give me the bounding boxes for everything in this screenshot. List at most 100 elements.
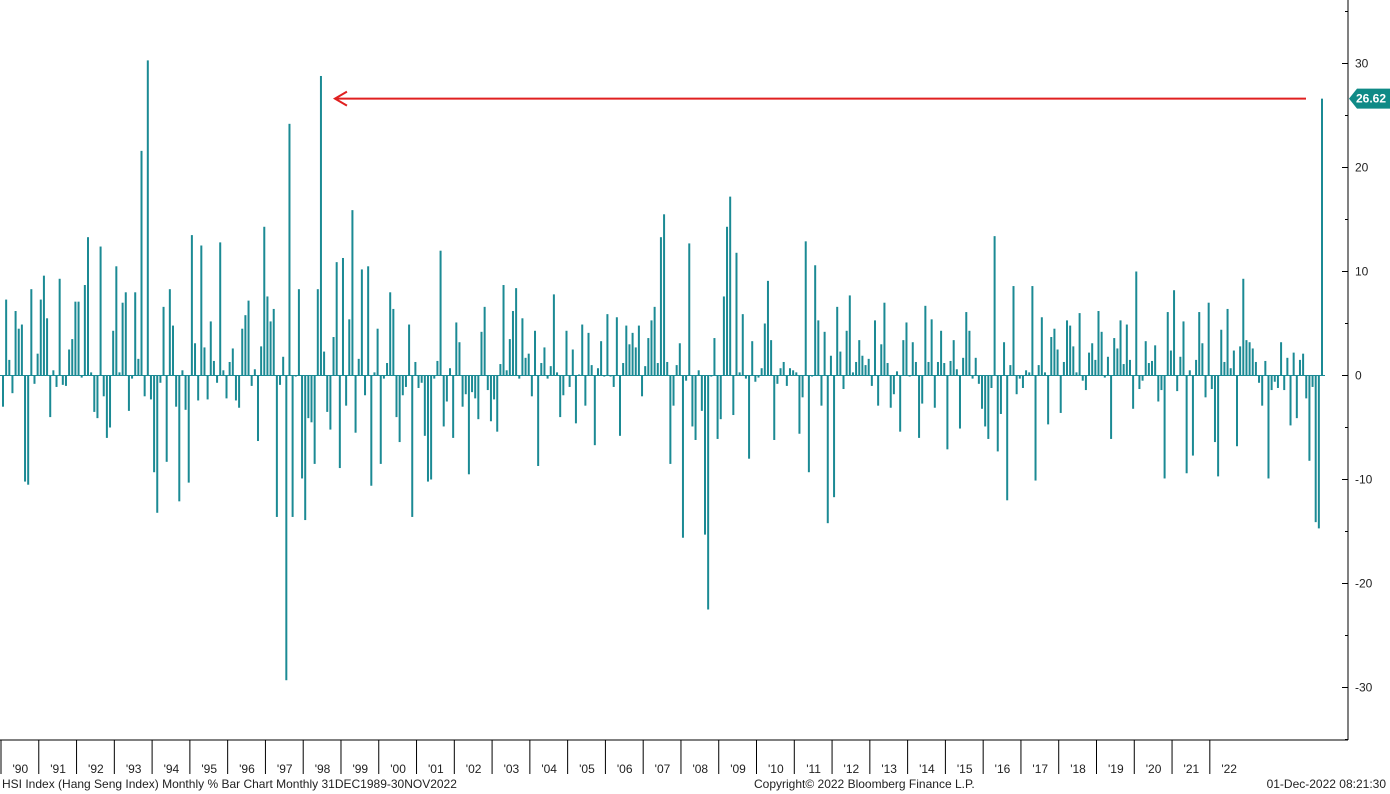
bar [171, 325, 174, 376]
bar [1116, 348, 1119, 376]
bar [1185, 375, 1188, 474]
bar [807, 375, 810, 473]
bar [1062, 361, 1065, 376]
bar [64, 375, 67, 386]
bar [1069, 325, 1072, 376]
bar [952, 340, 955, 376]
bar [631, 332, 634, 376]
bar [20, 324, 23, 376]
bar [1273, 375, 1276, 382]
bar [80, 375, 83, 378]
bar [329, 375, 332, 430]
bar [870, 375, 873, 386]
bar [685, 375, 688, 381]
bar [1110, 375, 1113, 439]
bar [543, 347, 546, 376]
bar [744, 375, 747, 379]
bar [370, 375, 373, 486]
bar [496, 375, 499, 432]
bar [420, 375, 423, 383]
bar [411, 375, 414, 517]
x-tick-label: '10 [768, 762, 784, 776]
bar [389, 292, 392, 376]
bar [165, 375, 168, 462]
bar [83, 285, 86, 376]
bar [666, 361, 669, 376]
bar [5, 299, 8, 376]
bar [345, 375, 348, 406]
bar [282, 356, 285, 376]
bar [140, 150, 143, 376]
bar [1037, 365, 1040, 376]
bar [493, 375, 496, 400]
x-tick-label: '14 [919, 762, 935, 776]
bar [1119, 320, 1122, 376]
bar [499, 364, 502, 376]
bar [1289, 375, 1292, 426]
bar [537, 375, 540, 466]
bar [178, 375, 181, 502]
bar [489, 375, 492, 422]
bar [766, 280, 769, 376]
bar [58, 278, 61, 376]
x-tick-label: '02 [466, 762, 482, 776]
bar [1147, 363, 1150, 376]
y-tick-label: -20 [1355, 577, 1373, 591]
bar [250, 375, 253, 386]
bar [260, 346, 263, 376]
bar [1321, 98, 1323, 376]
bar [467, 375, 470, 475]
bar [971, 375, 974, 379]
bar [118, 372, 121, 376]
bar [719, 375, 722, 420]
bar [247, 300, 250, 376]
bar [1204, 375, 1207, 398]
bar [559, 375, 562, 418]
y-tick-label: -30 [1355, 681, 1373, 695]
bar [1097, 311, 1100, 376]
bar [562, 375, 565, 396]
bar [341, 257, 344, 376]
bar [798, 375, 801, 434]
bar [480, 331, 483, 376]
bar [1239, 346, 1242, 376]
y-tick-label: 30 [1355, 57, 1369, 71]
bar [486, 375, 489, 391]
bar [8, 359, 11, 376]
bar [590, 365, 593, 376]
bar [373, 372, 376, 376]
bar [914, 361, 917, 376]
bar [619, 375, 621, 436]
x-tick-label: '92 [88, 762, 104, 776]
bar [291, 375, 294, 517]
bar [1314, 375, 1317, 523]
bar [823, 331, 826, 376]
bar [398, 375, 401, 443]
bar [1053, 328, 1056, 376]
bar [833, 375, 836, 498]
bar [458, 342, 461, 376]
bar [134, 292, 137, 376]
bar [836, 306, 839, 376]
bar [1201, 343, 1204, 376]
bar [209, 321, 212, 376]
bar [231, 348, 234, 376]
bar [848, 295, 851, 376]
bar [1043, 372, 1046, 376]
bar [1031, 286, 1034, 376]
bar [801, 375, 804, 398]
bar [839, 351, 842, 376]
bar [14, 311, 17, 376]
bar [773, 375, 776, 440]
bar [958, 375, 961, 429]
x-tick-label: '04 [541, 762, 557, 776]
bar [33, 375, 36, 384]
bar [534, 330, 537, 376]
bar [949, 360, 952, 376]
bar [1160, 375, 1163, 391]
bar [700, 375, 703, 411]
x-tick-label: '18 [1070, 762, 1086, 776]
x-tick-label: '07 [655, 762, 671, 776]
bar [549, 366, 552, 376]
